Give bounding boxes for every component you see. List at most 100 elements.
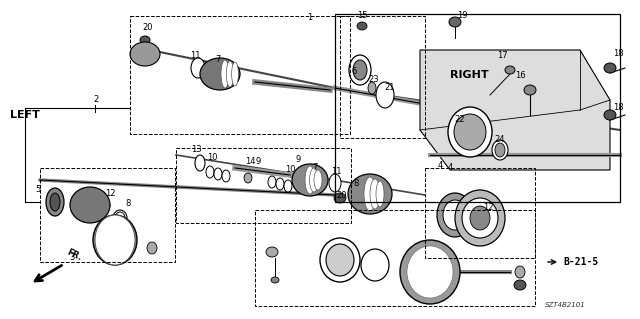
Ellipse shape xyxy=(329,174,341,192)
Ellipse shape xyxy=(305,166,315,194)
Bar xyxy=(425,168,535,258)
Ellipse shape xyxy=(412,252,448,292)
Text: 10: 10 xyxy=(207,153,217,162)
Ellipse shape xyxy=(130,42,160,66)
Text: 7: 7 xyxy=(215,56,221,64)
Ellipse shape xyxy=(376,82,394,108)
Ellipse shape xyxy=(200,58,240,90)
Ellipse shape xyxy=(140,36,150,44)
Text: B-21-5: B-21-5 xyxy=(563,257,598,267)
Text: 20: 20 xyxy=(337,191,348,201)
Ellipse shape xyxy=(284,180,292,192)
Text: 16: 16 xyxy=(515,71,525,80)
Text: 20: 20 xyxy=(143,23,153,32)
Text: 23: 23 xyxy=(369,76,380,85)
Bar xyxy=(340,16,425,138)
Ellipse shape xyxy=(93,215,137,265)
Text: RIGHT: RIGHT xyxy=(450,70,488,80)
Text: 18: 18 xyxy=(612,49,623,58)
Ellipse shape xyxy=(376,181,384,207)
Ellipse shape xyxy=(524,85,536,95)
Ellipse shape xyxy=(454,114,486,150)
Ellipse shape xyxy=(115,212,125,224)
Ellipse shape xyxy=(437,193,473,237)
Ellipse shape xyxy=(95,215,135,265)
Ellipse shape xyxy=(514,280,526,290)
Ellipse shape xyxy=(244,173,252,183)
Text: 2: 2 xyxy=(93,95,99,105)
Ellipse shape xyxy=(266,247,278,257)
Text: 5: 5 xyxy=(35,186,40,195)
Ellipse shape xyxy=(407,246,453,298)
Text: 7: 7 xyxy=(312,162,317,172)
Bar xyxy=(335,14,620,202)
Text: 6: 6 xyxy=(351,68,356,77)
Ellipse shape xyxy=(232,62,239,86)
Ellipse shape xyxy=(103,225,127,255)
Ellipse shape xyxy=(276,178,284,190)
Ellipse shape xyxy=(70,187,110,223)
Text: 15: 15 xyxy=(356,11,367,20)
Ellipse shape xyxy=(191,58,205,78)
Text: 4: 4 xyxy=(447,164,452,173)
Text: 14: 14 xyxy=(244,158,255,167)
Text: 9: 9 xyxy=(255,158,260,167)
Ellipse shape xyxy=(462,198,498,238)
Text: 3: 3 xyxy=(69,254,75,263)
Text: 13: 13 xyxy=(191,145,202,154)
Ellipse shape xyxy=(349,55,371,85)
Ellipse shape xyxy=(417,258,443,286)
Polygon shape xyxy=(420,50,610,170)
Text: 12: 12 xyxy=(483,204,493,212)
Text: 4: 4 xyxy=(437,160,443,169)
Text: 8: 8 xyxy=(125,199,131,209)
Text: LEFT: LEFT xyxy=(10,110,40,120)
Ellipse shape xyxy=(449,17,461,27)
Bar xyxy=(40,168,175,262)
Bar xyxy=(130,16,350,134)
Ellipse shape xyxy=(195,155,205,171)
Text: 11: 11 xyxy=(189,51,200,61)
Ellipse shape xyxy=(206,166,214,178)
Ellipse shape xyxy=(221,60,229,88)
Ellipse shape xyxy=(495,143,505,157)
Ellipse shape xyxy=(227,61,234,87)
Text: 18: 18 xyxy=(612,102,623,112)
Ellipse shape xyxy=(422,264,438,280)
Ellipse shape xyxy=(470,206,490,230)
Ellipse shape xyxy=(271,277,279,283)
Ellipse shape xyxy=(214,168,222,180)
Ellipse shape xyxy=(50,193,60,211)
Ellipse shape xyxy=(604,110,616,120)
Ellipse shape xyxy=(326,244,354,276)
Ellipse shape xyxy=(443,200,467,230)
Ellipse shape xyxy=(292,164,328,196)
Ellipse shape xyxy=(370,179,380,209)
Text: 11: 11 xyxy=(331,167,341,176)
Ellipse shape xyxy=(368,82,376,94)
Ellipse shape xyxy=(320,238,360,282)
Ellipse shape xyxy=(604,63,616,73)
Bar xyxy=(255,210,535,306)
Ellipse shape xyxy=(515,266,525,278)
Text: 21: 21 xyxy=(385,84,396,93)
Text: 9: 9 xyxy=(296,155,301,165)
Ellipse shape xyxy=(46,188,64,216)
Ellipse shape xyxy=(310,168,319,192)
Ellipse shape xyxy=(492,140,508,160)
Text: 8: 8 xyxy=(353,179,358,188)
Ellipse shape xyxy=(107,230,123,250)
Text: 24: 24 xyxy=(495,136,505,145)
Text: 12: 12 xyxy=(105,189,115,197)
Text: 22: 22 xyxy=(455,115,465,124)
Text: 19: 19 xyxy=(457,11,467,20)
Ellipse shape xyxy=(222,170,230,182)
Ellipse shape xyxy=(99,220,131,260)
Text: SZT4B2101: SZT4B2101 xyxy=(545,302,586,308)
Text: 10: 10 xyxy=(285,166,295,174)
Ellipse shape xyxy=(400,240,460,304)
Text: 17: 17 xyxy=(497,51,508,61)
Ellipse shape xyxy=(334,193,346,203)
Ellipse shape xyxy=(268,176,276,188)
Ellipse shape xyxy=(314,170,322,190)
